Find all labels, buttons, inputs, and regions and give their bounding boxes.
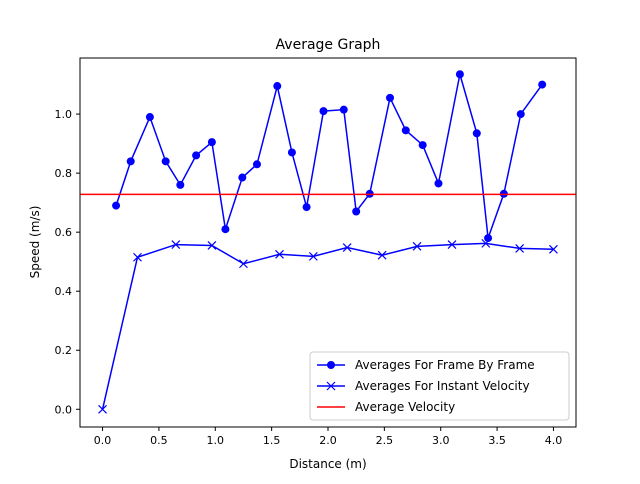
frame-by-frame-point (112, 201, 121, 210)
legend-label: Averages For Frame By Frame (355, 358, 535, 372)
instant-velocity-point (239, 259, 248, 269)
instant-velocity-point (342, 243, 352, 252)
frame-by-frame-point (484, 234, 493, 243)
frame-by-frame-point (455, 70, 464, 79)
x-tick-label: 2.5 (376, 434, 394, 447)
frame-by-frame-point (538, 80, 547, 89)
x-tick-label: 0.5 (150, 434, 168, 447)
legend-box (309, 351, 570, 421)
frame-by-frame-point (339, 105, 348, 114)
frame-by-frame-point (434, 179, 443, 188)
y-axis-label: Speed (m/s) (28, 206, 42, 279)
frame-by-frame-point (418, 141, 427, 150)
x-tick-label: 1.5 (263, 434, 281, 447)
y-tick-label: 0.0 (55, 403, 73, 416)
x-tick-label: 3.0 (432, 434, 450, 447)
x-axis-ticks: 0.0 0.5 1.0 1.5 2.0 2.5 3.0 3.5 4.0 (94, 427, 562, 447)
frame-by-frame-point (401, 126, 410, 135)
legend-label: Average Velocity (355, 400, 455, 414)
y-tick-label: 0.4 (55, 285, 73, 298)
instant-velocity-point (171, 240, 181, 249)
y-tick-label: 0.6 (55, 226, 73, 239)
instant-velocity-point (98, 404, 107, 414)
frame-by-frame-point (352, 207, 361, 216)
x-tick-label: 1.0 (207, 434, 225, 447)
frame-by-frame-point (516, 110, 525, 119)
y-tick-label: 0.2 (55, 344, 73, 357)
plot-area (80, 70, 576, 414)
instant-velocity-point (447, 240, 457, 249)
frame-by-frame-point (319, 107, 328, 116)
x-tick-label: 4.0 (545, 434, 563, 447)
x-axis-label: Distance (m) (289, 457, 366, 471)
instant-velocity-point (207, 241, 217, 250)
legend-label: Averages For Instant Velocity (355, 379, 530, 393)
instant-velocity-point (377, 250, 387, 260)
frame-by-frame-point (161, 157, 170, 166)
frame-by-frame-point (252, 160, 261, 169)
chart-title: Average Graph (276, 37, 381, 53)
y-tick-label: 1.0 (55, 108, 73, 121)
x-tick-label: 2.0 (319, 434, 337, 447)
instant-velocity-point (275, 249, 284, 259)
legend-x-marker (326, 381, 336, 391)
frame-by-frame-point (207, 138, 216, 147)
x-tick-label: 3.5 (488, 434, 506, 447)
instant-velocity-point (549, 244, 558, 254)
frame-by-frame-point (221, 225, 230, 234)
series-line-1 (101, 242, 554, 410)
frame-by-frame-point (126, 157, 135, 166)
legend-circle-marker (327, 361, 335, 369)
instant-velocity-point (515, 243, 525, 253)
instant-velocity-point (308, 251, 318, 261)
y-tick-label: 0.8 (55, 167, 73, 180)
frame-by-frame-point (386, 93, 394, 102)
frame-by-frame-point (273, 82, 282, 91)
frame-by-frame-point (472, 129, 481, 138)
frame-by-frame-point (238, 173, 247, 182)
frame-by-frame-point (192, 151, 201, 160)
frame-by-frame-point (145, 113, 154, 122)
frame-by-frame-point (287, 148, 296, 157)
plot-frame (79, 57, 577, 428)
instant-velocity-point (481, 238, 491, 248)
legend: Averages For Frame By Frame Averages For … (309, 351, 570, 421)
frame-by-frame-point (302, 203, 311, 212)
instant-velocity-point (412, 241, 422, 251)
y-axis-ticks: 0.0 0.2 0.4 0.6 0.8 1.0 (55, 108, 80, 416)
series-layer (80, 70, 576, 414)
frame-by-frame-point (176, 180, 185, 189)
instant-velocity-point (133, 252, 142, 262)
x-tick-label: 0.0 (94, 434, 112, 447)
